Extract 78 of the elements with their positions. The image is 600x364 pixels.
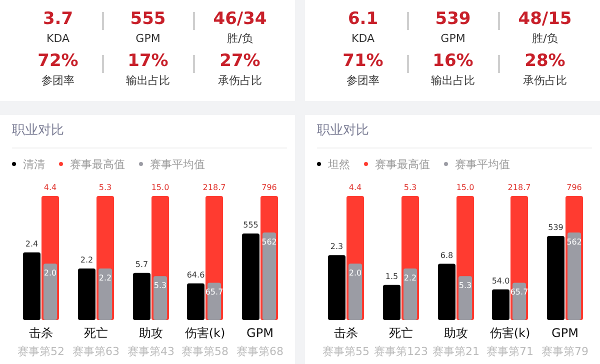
data-label: 15.0	[150, 183, 169, 192]
chart-title: 职业对比	[12, 123, 64, 138]
text: 539	[435, 9, 471, 29]
text: 72%	[38, 51, 78, 71]
text: 赛事第43	[127, 345, 174, 358]
legend-label: 赛事平均值	[150, 158, 205, 171]
text: 17%	[128, 51, 168, 71]
text: GPM	[136, 32, 160, 45]
text: 48/15	[518, 9, 572, 29]
x-tick-label: 死亡	[388, 326, 413, 340]
x-tick-label: 助攻	[138, 326, 163, 340]
x-tick-label: 伤害(k)	[490, 326, 531, 340]
text: 赛事第79	[542, 345, 589, 358]
data-label: 5.3	[98, 183, 112, 192]
text: 16%	[432, 51, 474, 71]
data-label: 539	[548, 223, 564, 232]
text: KDA	[351, 32, 375, 45]
text: 赛事第21	[432, 345, 480, 358]
data-label: 64.6	[187, 270, 206, 280]
text: GPM	[440, 32, 466, 45]
data-label: 2.2	[80, 256, 93, 265]
data-label: 2.2	[98, 274, 112, 283]
data-label: 5.3	[404, 183, 416, 192]
x-tick-label: GPM	[246, 326, 274, 340]
text: 赛事第58	[182, 345, 229, 358]
data-label: 5.7	[134, 260, 148, 269]
data-label: 5.3	[153, 281, 166, 290]
text: 承伤占比	[218, 74, 262, 87]
chart-title: 职业对比	[317, 123, 369, 138]
text: 赛事第71	[486, 345, 534, 358]
text: 赛事第55	[322, 345, 370, 358]
text: 赛事第68	[236, 345, 284, 358]
data-label: 5.3	[458, 281, 472, 290]
data-label: 796	[262, 183, 278, 192]
x-tick-label: GPM	[552, 326, 579, 340]
text: 承伤占比	[523, 74, 567, 87]
text: 胜/负	[532, 32, 558, 45]
text: 71%	[342, 51, 384, 71]
x-tick-label: 击杀	[334, 326, 358, 340]
text: 赛事第63	[72, 345, 120, 358]
text: 28%	[524, 51, 566, 71]
data-label: 1.5	[385, 272, 398, 281]
legend-label: 赛事最高值	[375, 158, 430, 171]
legend-label: 赛事最高值	[70, 158, 125, 171]
data-label: 4.4	[348, 183, 362, 192]
data-label: 218.7	[203, 183, 226, 192]
text: 参团率	[42, 74, 74, 87]
x-tick-label: 伤害(k)	[185, 326, 226, 340]
text: 赛事第123	[374, 345, 428, 358]
legend-label: 赛事平均值	[455, 158, 510, 171]
data-label: 2.0	[348, 268, 362, 278]
data-label: 6.8	[440, 250, 453, 260]
text: 参团率	[346, 74, 380, 87]
text: 555	[130, 9, 166, 29]
text: KDA	[46, 32, 70, 45]
data-label: 555	[243, 220, 259, 230]
x-tick-label: 死亡	[84, 326, 108, 340]
data-label: 2.2	[404, 274, 416, 283]
text: 输出占比	[431, 74, 475, 87]
data-label: 15.0	[456, 183, 474, 192]
data-label: 2.0	[44, 268, 57, 278]
text: 6.1	[348, 9, 378, 29]
data-label: 2.3	[330, 242, 344, 252]
text: 赛事第52	[18, 345, 64, 358]
text: 3.7	[42, 9, 74, 29]
data-label: 796	[566, 183, 582, 192]
text: 输出占比	[126, 74, 170, 87]
data-label: 218.7	[508, 183, 532, 192]
data-label: 4.4	[44, 183, 57, 192]
text: 胜/负	[227, 32, 253, 45]
data-label: 2.4	[25, 239, 38, 248]
data-label: 54.0	[492, 276, 510, 286]
text: 46/34	[213, 9, 267, 29]
x-tick-label: 击杀	[29, 326, 53, 340]
x-tick-label: 助攻	[444, 326, 468, 340]
text: 27%	[220, 51, 260, 71]
legend-label: 坦然	[327, 158, 350, 171]
legend-label: 清清	[23, 158, 45, 171]
